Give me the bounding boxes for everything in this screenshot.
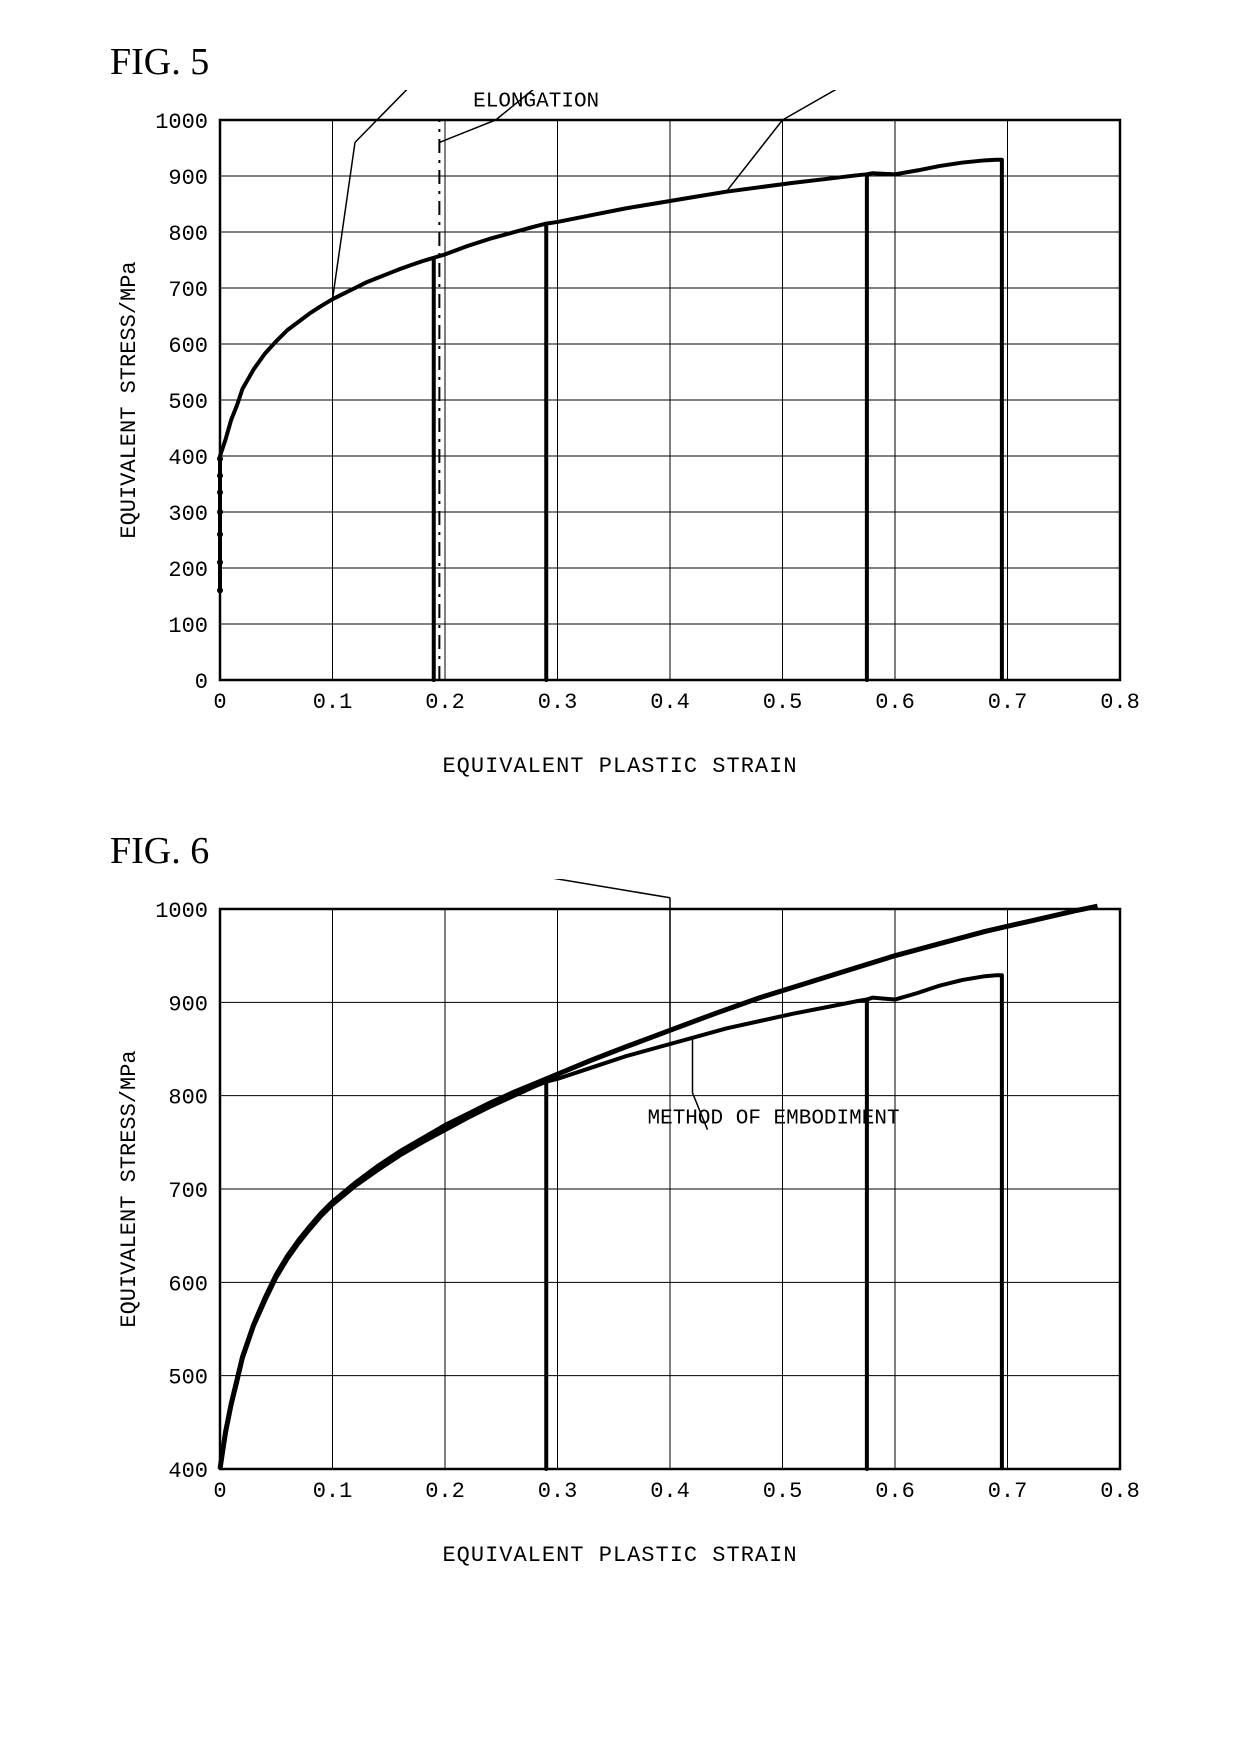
svg-text:METHOD OF EMBODIMENT: METHOD OF EMBODIMENT: [648, 1108, 900, 1131]
svg-text:0.7: 0.7: [988, 1479, 1028, 1504]
figure-5-svg: 0 0.1 0.2 0.3 0.4 0.5 0.6 0.7 0.8 0 100 200 300 400 50…: [70, 90, 1170, 750]
svg-text:1000: 1000: [155, 899, 208, 924]
svg-text:0.4: 0.4: [650, 690, 690, 715]
svg-text:500: 500: [168, 390, 208, 415]
svg-text:0.5: 0.5: [763, 1479, 803, 1504]
svg-text:400: 400: [168, 1459, 208, 1484]
figure-6-title: FIG. 6: [110, 829, 1170, 873]
svg-text:800: 800: [168, 222, 208, 247]
svg-text:600: 600: [168, 334, 208, 359]
figure-6-chart: 0 0.1 0.2 0.3 0.4 0.5 0.6 0.7 0.8 400 500 600 700 800…: [70, 879, 1170, 1539]
svg-text:0: 0: [213, 1479, 226, 1504]
svg-text:800: 800: [168, 1086, 208, 1111]
svg-text:0.2: 0.2: [425, 690, 465, 715]
figure-5-title: FIG. 5: [110, 40, 1170, 84]
svg-text:0.6: 0.6: [875, 1479, 915, 1504]
svg-text:300: 300: [168, 502, 208, 527]
svg-text:0.3: 0.3: [538, 690, 578, 715]
svg-text:600: 600: [168, 1272, 208, 1297]
svg-text:0.1: 0.1: [313, 1479, 353, 1504]
svg-text:EMBODIMENT: EMBODIMENT: [805, 90, 931, 97]
figure-5-xlabel: EQUIVALENT PLASTIC STRAIN: [70, 754, 1170, 779]
svg-text:0: 0: [195, 670, 208, 695]
svg-text:0.1: 0.1: [313, 690, 353, 715]
svg-text:700: 700: [168, 1179, 208, 1204]
figure-5: FIG. 5 0 0.1 0.2 0.3 0.4 0.5 0.6 0.7 0.8 0 100 200 3…: [70, 40, 1170, 779]
svg-text:0.5: 0.5: [763, 690, 803, 715]
figure-6-svg: 0 0.1 0.2 0.3 0.4 0.5 0.6 0.7 0.8 400 500 600 700 800…: [70, 879, 1170, 1539]
svg-text:0.8: 0.8: [1100, 1479, 1140, 1504]
svg-text:0.3: 0.3: [538, 1479, 578, 1504]
svg-text:EQUIVALENT STRESS/MPa: EQUIVALENT STRESS/MPa: [117, 261, 142, 538]
svg-text:EQUIVALENT STRESS/MPa: EQUIVALENT STRESS/MPa: [117, 1050, 142, 1327]
svg-text:1000: 1000: [155, 110, 208, 135]
figure-6-xlabel: EQUIVALENT PLASTIC STRAIN: [70, 1543, 1170, 1568]
svg-text:0.2: 0.2: [425, 1479, 465, 1504]
svg-text:400: 400: [168, 446, 208, 471]
svg-text:900: 900: [168, 166, 208, 191]
svg-text:700: 700: [168, 278, 208, 303]
figure-6: FIG. 6 0 0.1 0.2 0.3 0.4 0.5 0.6 0.7 0.8 400 500 60…: [70, 829, 1170, 1568]
svg-text:0.8: 0.8: [1100, 690, 1140, 715]
svg-text:0.7: 0.7: [988, 690, 1028, 715]
svg-text:100: 100: [168, 614, 208, 639]
svg-text:200: 200: [168, 558, 208, 583]
svg-text:ELONGATION: ELONGATION: [473, 91, 599, 114]
svg-text:0.6: 0.6: [875, 690, 915, 715]
svg-text:500: 500: [168, 1366, 208, 1391]
svg-text:900: 900: [168, 992, 208, 1017]
figure-5-chart: 0 0.1 0.2 0.3 0.4 0.5 0.6 0.7 0.8 0 100 200 300 400 50…: [70, 90, 1170, 750]
svg-text:0.4: 0.4: [650, 1479, 690, 1504]
svg-text:0: 0: [213, 690, 226, 715]
